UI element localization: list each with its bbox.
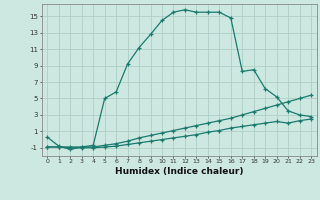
X-axis label: Humidex (Indice chaleur): Humidex (Indice chaleur): [115, 167, 244, 176]
